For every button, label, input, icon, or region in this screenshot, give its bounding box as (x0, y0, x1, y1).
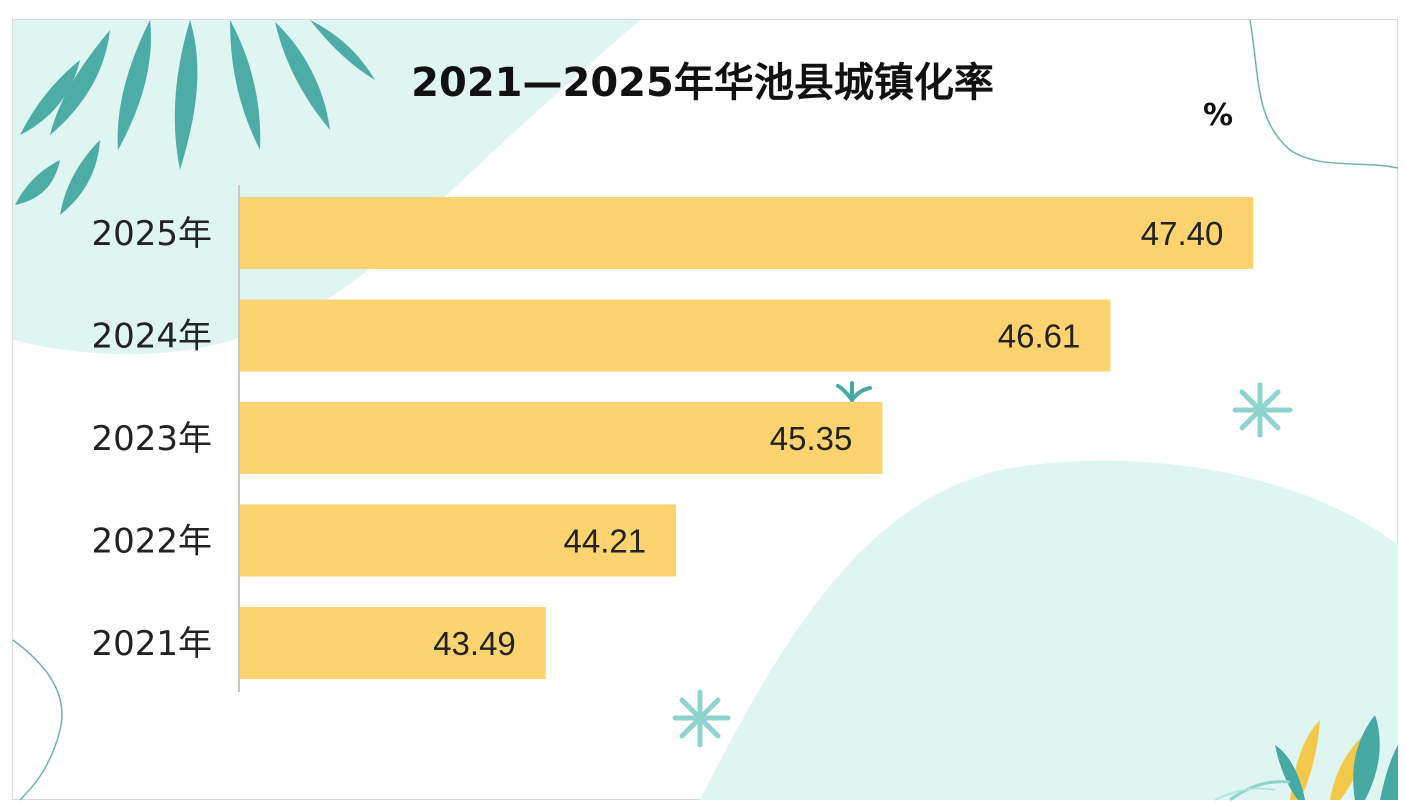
category-label-0: 2025年 (91, 214, 212, 254)
value-label-0: 47.40 (1141, 215, 1224, 252)
value-label-4: 43.49 (433, 625, 516, 662)
category-label-4: 2021年 (91, 624, 212, 664)
bar-0 (240, 197, 1254, 269)
unit-label: % (1203, 98, 1234, 133)
sprout-icon (836, 381, 872, 402)
bar-2 (240, 402, 883, 474)
leaf-icon (15, 20, 375, 215)
category-label-2: 2023年 (91, 419, 212, 459)
sparkle-icon (672, 689, 731, 748)
value-label-2: 45.35 (770, 420, 853, 457)
value-label-3: 44.21 (564, 523, 647, 560)
thin-line-bottom-left (12, 639, 63, 801)
bar-1 (240, 299, 1111, 372)
mint-blob-top (13, 20, 640, 355)
sparkle-icon (1232, 382, 1293, 438)
chart-title: 2021—2025年华池县城镇化率 (411, 60, 994, 106)
thin-line-top-right (1249, 19, 1399, 169)
bar-3 (240, 504, 677, 577)
bar-4 (240, 607, 546, 679)
mint-blob-bottom (700, 460, 1398, 800)
foliage-icon (1214, 715, 1398, 802)
value-label-1: 46.61 (998, 318, 1081, 355)
category-label-1: 2024年 (91, 317, 212, 357)
category-label-3: 2022年 (91, 522, 212, 562)
